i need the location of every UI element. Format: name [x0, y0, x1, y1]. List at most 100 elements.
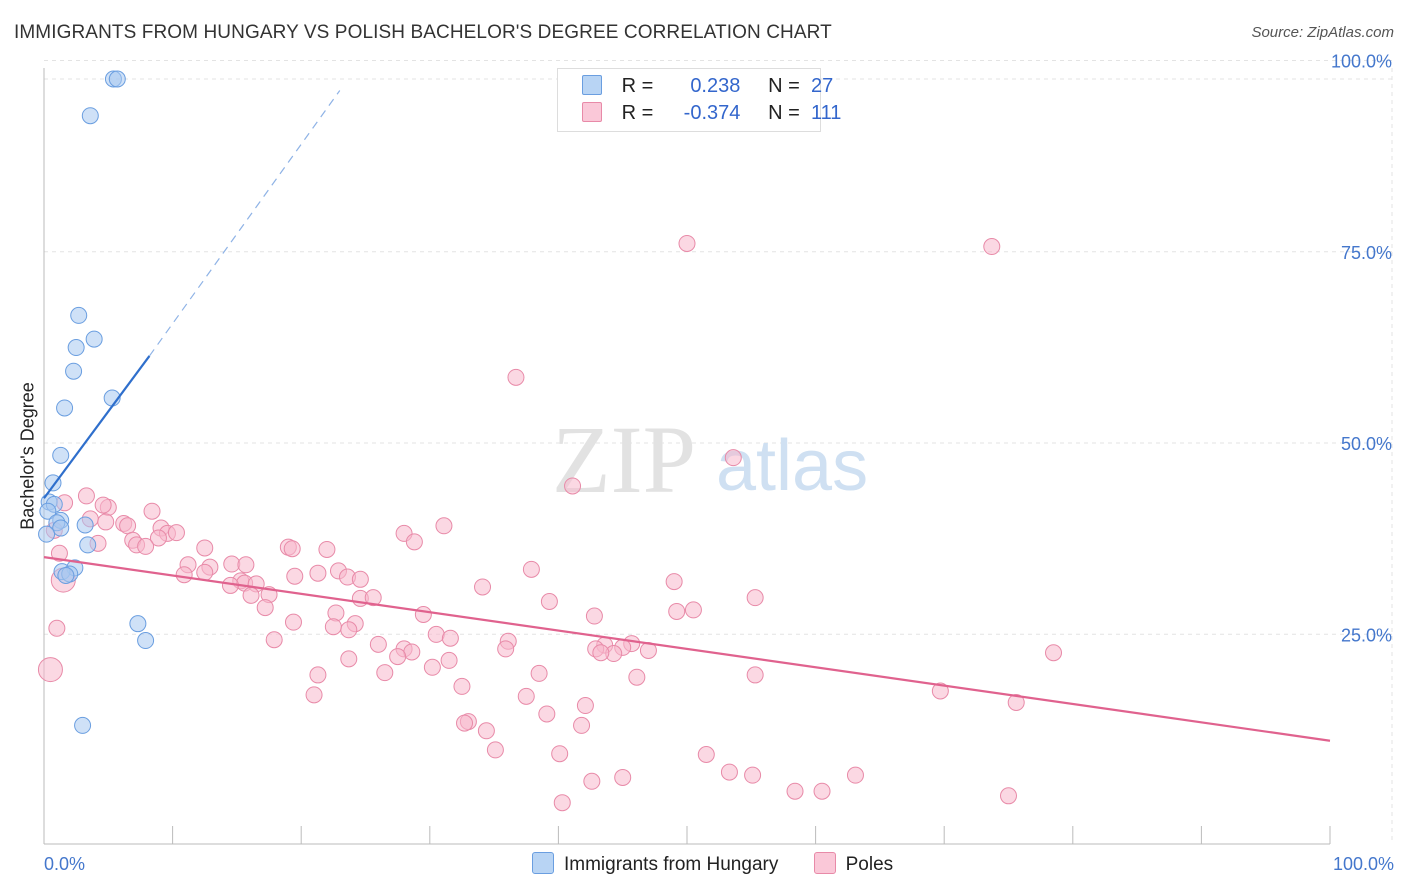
series-legend-swatch-hungary — [532, 852, 554, 874]
hungary-point — [65, 362, 83, 380]
poles-point — [724, 449, 742, 467]
poles-point — [846, 766, 864, 784]
poles-point — [265, 631, 283, 649]
poles-point — [283, 540, 301, 558]
hungary-point — [108, 70, 126, 88]
poles-point — [746, 589, 764, 607]
poles-point — [137, 537, 155, 555]
series-hungary-points — [38, 70, 155, 734]
poles-point — [931, 682, 949, 700]
legend-n-value-poles: 111 — [810, 102, 842, 124]
poles-point — [309, 564, 327, 582]
hungary-point — [76, 516, 94, 534]
poles-point — [256, 599, 274, 617]
poles-point — [435, 517, 453, 535]
poles-point — [583, 772, 601, 790]
poles-point — [364, 589, 382, 607]
legend-r-value-hungary: 0.238 — [690, 75, 741, 97]
poles-point — [744, 766, 762, 784]
poles-point — [474, 578, 492, 596]
poles-point — [720, 763, 738, 781]
series-legend-swatch-poles — [813, 852, 836, 874]
hungary-point — [39, 502, 57, 520]
legend-n-label: N = — [768, 102, 800, 124]
poles-point — [414, 606, 432, 623]
x-tick-label-min: 0.0% — [44, 854, 85, 874]
poles-point — [665, 573, 683, 591]
poles-point — [538, 705, 556, 723]
poles-point — [94, 496, 112, 514]
poles-point — [540, 592, 558, 610]
poles-point — [477, 722, 495, 740]
y-tick-label: 75.0% — [1341, 243, 1392, 263]
series-legend-poles[interactable]: Poles — [813, 852, 894, 876]
poles-point — [441, 629, 459, 647]
trend-lines — [43, 90, 1331, 742]
poles-point — [585, 607, 603, 625]
legend-r-value-poles: -0.374 — [683, 102, 741, 124]
poles-point — [456, 714, 474, 732]
poles-point — [813, 782, 831, 800]
poles-point — [48, 619, 66, 637]
poles-point — [369, 635, 387, 653]
hungary-point — [57, 566, 75, 584]
poles-point — [223, 555, 241, 573]
chart-title: IMMIGRANTS FROM HUNGARY VS POLISH BACHEL… — [14, 22, 832, 43]
legend-r-label: R = — [621, 102, 654, 124]
hungary-point — [52, 519, 70, 537]
poles-point — [517, 687, 535, 705]
trend-line-poles — [43, 556, 1331, 742]
trend-line-hungary-extension — [148, 90, 341, 357]
series-legend-label-hungary: Immigrants from Hungary — [564, 854, 779, 875]
poles-point — [77, 487, 95, 505]
poles-point — [668, 602, 686, 620]
x-tick-label-max: 100.0% — [1333, 854, 1394, 874]
poles-point — [324, 618, 342, 636]
poles-point — [522, 560, 540, 578]
poles-point — [983, 238, 1001, 256]
axes — [43, 68, 1331, 845]
poles-point — [284, 613, 302, 631]
poles-point — [149, 529, 167, 547]
poles-point — [427, 625, 445, 643]
poles-point — [423, 658, 441, 676]
poles-point — [530, 664, 548, 682]
tick-labels: 25.0% 50.0% 75.0% 100.0% 0.0% 100.0% — [44, 52, 1394, 875]
poles-point — [327, 604, 345, 622]
poles-point — [614, 768, 632, 786]
poles-point — [697, 745, 715, 763]
series-legend-label-poles: Poles — [845, 854, 894, 875]
poles-point — [486, 741, 504, 759]
poles-point — [440, 651, 458, 669]
hungary-point — [74, 716, 92, 734]
poles-point — [497, 640, 515, 658]
hungary-point — [81, 107, 99, 125]
hungary-point — [67, 339, 85, 357]
poles-point — [553, 794, 571, 812]
poles-point — [196, 563, 214, 581]
poles-point — [50, 544, 68, 562]
poles-point — [351, 570, 369, 588]
poles-point — [453, 677, 471, 695]
legend-r-label: R = — [621, 75, 654, 97]
gridlines — [44, 60, 1393, 844]
series-legend-hungary[interactable]: Immigrants from Hungary — [532, 852, 778, 876]
poles-point — [143, 502, 161, 520]
poles-point — [405, 533, 423, 551]
poles-point — [242, 586, 260, 604]
poles-point — [684, 601, 702, 619]
legend-swatch-poles — [582, 102, 602, 122]
legend-row-poles: R = -0.374 N = 111 — [582, 102, 841, 128]
poles-point — [551, 745, 569, 763]
poles-point — [175, 566, 193, 584]
poles-point — [389, 648, 407, 666]
y-tick-label: 50.0% — [1341, 434, 1392, 454]
poles-point — [1000, 787, 1017, 805]
legend-swatch-hungary — [582, 75, 602, 95]
poles-point — [97, 513, 115, 531]
poles-point — [340, 621, 358, 639]
y-tick-label: 100.0% — [1331, 52, 1392, 72]
poles-point — [305, 686, 323, 704]
poles-point — [678, 234, 696, 252]
